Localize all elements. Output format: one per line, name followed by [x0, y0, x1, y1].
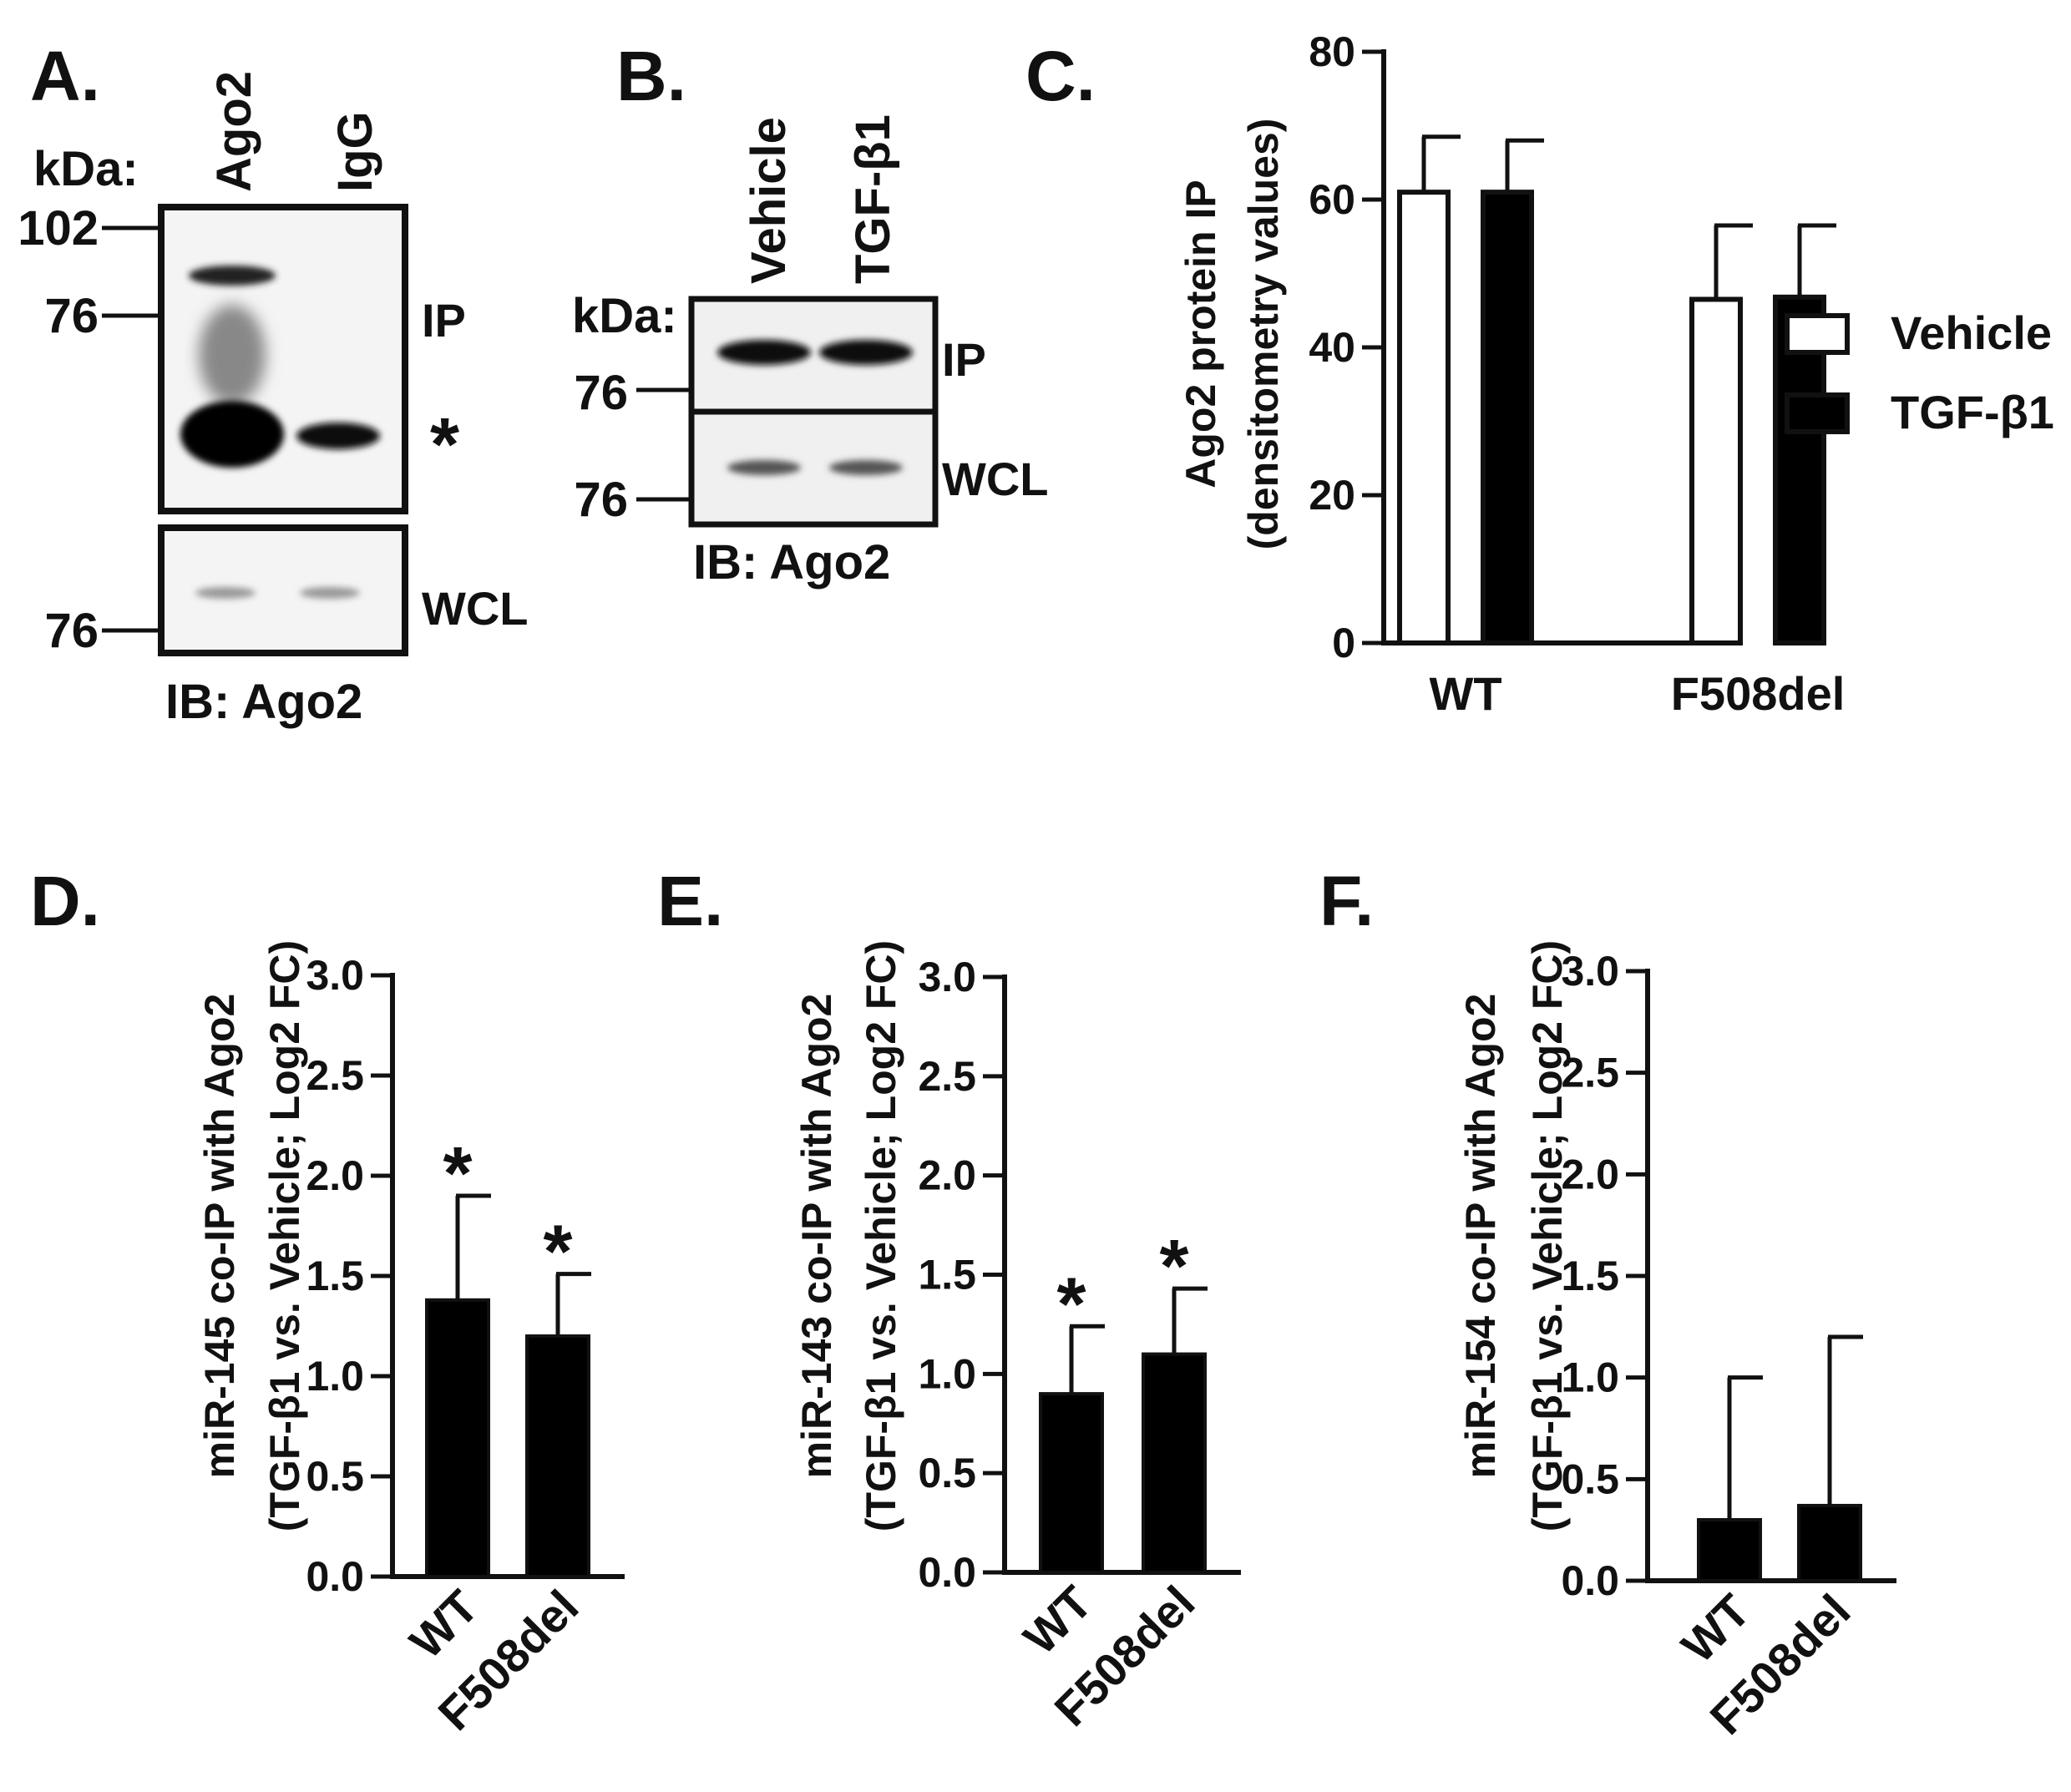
chart-d-bar-wt: [425, 1298, 490, 1579]
chart-c-bar-tgf1-wt: [1481, 190, 1534, 645]
panel-a-band-igg: [296, 423, 380, 449]
chart-c: 0 20 40 60 80 Ago2 protein IP (densitometry va…: [1177, 28, 2054, 720]
chart-f: 0.0 0.5 1.0 1.5 2.0 2.5 3.0 miR-154 co-IP with …: [1457, 940, 1896, 1744]
chart-c-legend-label: Vehicle: [1891, 306, 2052, 359]
panel-b-label: B.: [616, 37, 686, 115]
chart-c-ytick-label: 20: [1309, 472, 1355, 519]
chart-c-bar-vehicle-wt: [1397, 190, 1451, 645]
chart-f-ytick-label: 0.5: [1561, 1455, 1619, 1502]
panel-a-label: A.: [30, 37, 100, 115]
chart-c-xcat-f508del: F508del: [1671, 667, 1846, 720]
chart-c-legend-swatch: [1785, 313, 1850, 355]
panel-a-ip-label: IP: [422, 294, 466, 347]
panel-a-wcl-label: WCL: [422, 582, 529, 635]
chart-e: 0.0 0.5 1.0 1.5 2.0 2.5 3.0 miR-143 co-IP with …: [793, 940, 1241, 1736]
chart-e-bar-wt: [1039, 1392, 1104, 1574]
chart-e-significance-star: *: [1056, 1263, 1086, 1346]
chart-c-legend-swatch: [1785, 392, 1850, 434]
panel-b-marker-wcl-76: 76: [574, 473, 628, 527]
panel-a-ib-label: IB: Ago2: [165, 675, 362, 729]
chart-d-ytick-label: 0.5: [306, 1453, 364, 1500]
panel-a: A. kDa: Ago2 IgG 102 76 76 IP * WCL IB: …: [18, 37, 528, 729]
panel-b-band-wcl-2: [829, 460, 903, 475]
chart-d-ylabel-line2: (TGF-β1 vs. Vehicle; Log2 FC): [261, 940, 308, 1531]
panel-a-lane-igg: IgG: [328, 111, 382, 192]
panel-a-wcl-blot: [158, 524, 408, 656]
panel-b-band-ip-1: [717, 340, 811, 365]
panel-a-marker-102: 102: [18, 201, 99, 256]
panel-a-marker-wcl-76: 76: [44, 604, 99, 658]
panel-b-wcl-label: WCL: [942, 453, 1049, 505]
panel-a-band-wcl-2: [300, 587, 360, 599]
chart-e-xcat-wt: WT: [1013, 1576, 1101, 1664]
panel-a-band-ip-heavy: [180, 401, 284, 468]
chart-c-xcat-wt: WT: [1429, 667, 1501, 720]
chart-e-ylabel-line2: (TGF-β1 vs. Vehicle; Log2 FC): [858, 940, 904, 1531]
chart-f-ylabel-line2: (TGF-β1 vs. Vehicle; Log2 FC): [1524, 940, 1571, 1531]
chart-d-ytick-label: 1.0: [306, 1353, 364, 1400]
chart-c-ytick-label: 80: [1309, 28, 1355, 75]
panel-a-kda-label: kDa:: [33, 142, 139, 196]
panel-a-marker-76: 76: [44, 289, 99, 343]
chart-e-ytick-label: 1.5: [918, 1252, 976, 1298]
panel-b-lane-tgfb1: TGF-β1: [846, 114, 900, 284]
panel-b-band-ip-2: [819, 340, 913, 365]
panel-a-lane-ago2: Ago2: [207, 71, 261, 192]
panel-b-lane-vehicle: Vehicle: [742, 117, 796, 284]
chart-d-ylabel-line1: miR-145 co-IP with Ago2: [196, 994, 243, 1479]
chart-d: 0.0 0.5 1.0 1.5 2.0 2.5 3.0 miR-145 co-IP with …: [196, 940, 625, 1740]
chart-d-significance-star: *: [543, 1211, 572, 1294]
panel-a-star: *: [430, 403, 459, 487]
chart-f-ytick-label: 1.0: [1561, 1354, 1619, 1401]
chart-f-bar-wt: [1697, 1518, 1762, 1582]
chart-e-ylabel-line1: miR-143 co-IP with Ago2: [793, 994, 840, 1479]
panel-b-kda-label: kDa:: [572, 289, 677, 343]
chart-d-ytick-label: 2.0: [306, 1152, 364, 1199]
chart-e-ytick-label: 2.5: [918, 1053, 976, 1100]
panel-b-ib-label: IB: Ago2: [693, 535, 890, 590]
chart-e-significance-star: *: [1159, 1225, 1188, 1309]
panel-f-label: F.: [1319, 862, 1374, 940]
chart-d-ytick-label: 2.5: [306, 1052, 364, 1099]
chart-f-ytick-label: 0.0: [1561, 1557, 1619, 1604]
panel-a-band-ip-upper: [189, 266, 276, 286]
chart-d-significance-star: *: [443, 1132, 472, 1216]
chart-e-ytick-label: 2.0: [918, 1152, 976, 1199]
chart-d-bar-f508del: [525, 1334, 590, 1578]
chart-f-ytick-label: 3.0: [1561, 948, 1619, 995]
chart-f-ylabel-line1: miR-154 co-IP with Ago2: [1457, 994, 1504, 1479]
chart-c-ytick-label: 40: [1309, 324, 1355, 371]
chart-f-bar-f508del: [1797, 1503, 1862, 1583]
panel-c-label: C.: [1025, 37, 1096, 115]
chart-d-ytick-label: 1.5: [306, 1253, 364, 1299]
panel-a-band-wcl-1: [195, 587, 256, 599]
chart-c-legend-label: TGF-β1: [1891, 386, 2054, 438]
chart-d-ytick-label: 3.0: [306, 952, 364, 999]
chart-c-bar-vehicle-f508del: [1689, 296, 1743, 645]
chart-f-ytick-label: 2.0: [1561, 1151, 1619, 1197]
panel-e-label: E.: [657, 862, 723, 940]
panel-b-marker-ip-76: 76: [574, 366, 628, 420]
chart-e-ytick-label: 1.0: [918, 1350, 976, 1397]
chart-c-ytick-label: 60: [1309, 176, 1355, 223]
panel-b-band-wcl-1: [727, 460, 801, 475]
chart-e-bar-f508del: [1142, 1352, 1207, 1574]
chart-f-ytick-label: 2.5: [1561, 1050, 1619, 1096]
panel-b-ip-label: IP: [942, 333, 986, 386]
chart-e-ytick-label: 0.5: [918, 1450, 976, 1496]
chart-c-ytick-label: 0: [1332, 620, 1355, 666]
chart-c-ylabel-line2: (densitometry values): [1240, 119, 1287, 550]
chart-f-ytick-label: 1.5: [1561, 1253, 1619, 1299]
panel-d-label: D.: [30, 862, 100, 940]
chart-e-ytick-label: 3.0: [918, 954, 976, 1000]
chart-c-ylabel-line1: Ago2 protein IP: [1177, 180, 1224, 488]
panel-b: B. kDa: Vehicle TGF-β1 76 76 IP WCL IB: …: [572, 37, 1049, 590]
chart-d-ytick-label: 0.0: [306, 1553, 364, 1600]
chart-e-ytick-label: 0.0: [918, 1549, 976, 1596]
panel-a-ip-blot: [158, 204, 408, 514]
panel-a-smear: [199, 305, 266, 405]
